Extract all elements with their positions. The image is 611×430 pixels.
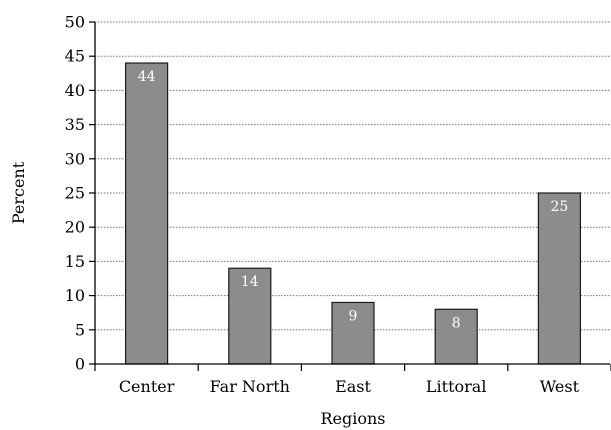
x-tick-label: Littoral xyxy=(426,377,487,396)
y-tick-label: 50 xyxy=(65,13,85,32)
data-label: 8 xyxy=(452,315,461,331)
y-axis-title: Percent xyxy=(9,161,28,224)
y-tick-label: 20 xyxy=(65,218,85,237)
y-tick-label: 10 xyxy=(65,286,85,305)
y-tick-label: 15 xyxy=(65,252,85,271)
y-tick-label: 45 xyxy=(65,47,85,66)
x-tick-label: Center xyxy=(119,377,175,396)
bar-west xyxy=(537,192,582,365)
x-tick-label: East xyxy=(335,377,371,396)
y-tick-label: 40 xyxy=(65,81,85,100)
data-label: 14 xyxy=(241,274,259,290)
x-axis-title: Regions xyxy=(320,409,385,428)
x-tick-label: Far North xyxy=(210,377,290,396)
bar-east xyxy=(331,301,375,365)
bars: 44 14 9 8 25 xyxy=(124,62,582,365)
y-ticks: 0 5 10 15 20 25 30 35 40 45 50 xyxy=(65,13,95,374)
y-tick-label: 0 xyxy=(75,355,85,374)
gridlines xyxy=(95,21,611,331)
y-tick-label: 35 xyxy=(65,115,85,134)
y-tick-label: 5 xyxy=(75,320,85,339)
data-label: 25 xyxy=(550,199,568,215)
y-tick-label: 25 xyxy=(65,184,85,203)
x-ticks: Center Far North East Littoral West xyxy=(94,364,611,396)
data-label: 9 xyxy=(349,308,358,324)
x-tick-label: West xyxy=(540,377,580,396)
bar-center xyxy=(124,62,169,365)
data-label: 44 xyxy=(138,69,156,85)
bar-far-north xyxy=(228,267,272,365)
y-tick-label: 30 xyxy=(65,149,85,168)
bar-littoral xyxy=(434,308,478,365)
